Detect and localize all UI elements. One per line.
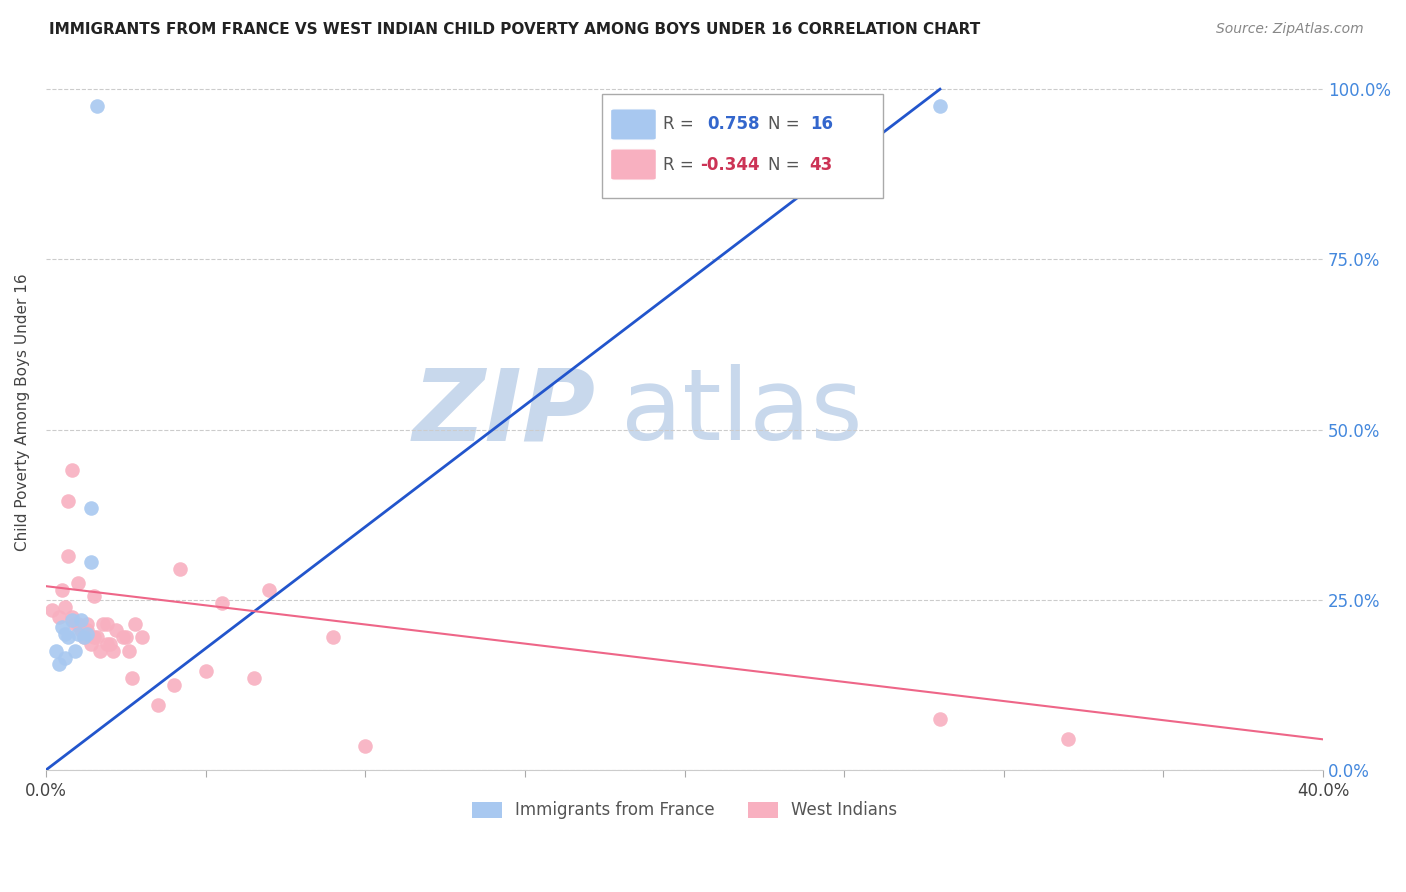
Point [146, 698, 169, 713]
Point [60, 609, 83, 624]
Point [124, 616, 146, 631]
Point [66, 575, 89, 590]
Text: 43: 43 [810, 155, 832, 174]
Point [121, 671, 143, 685]
Point [66, 616, 89, 631]
Point [111, 630, 134, 644]
Point [53, 627, 76, 641]
Y-axis label: Child Poverty Among Boys Under 16: Child Poverty Among Boys Under 16 [15, 274, 30, 551]
Point [929, 99, 952, 113]
Text: Source: ZipAtlas.com: Source: ZipAtlas.com [1216, 22, 1364, 37]
Text: N =: N = [768, 115, 804, 134]
Point [131, 630, 153, 644]
Point [73, 630, 96, 644]
Point [1056, 732, 1078, 747]
Point [48, 609, 70, 624]
Point [53, 599, 76, 614]
Text: R =: R = [662, 155, 699, 174]
FancyBboxPatch shape [610, 109, 657, 140]
Point [929, 712, 952, 726]
Point [114, 630, 136, 644]
Text: -0.344: -0.344 [700, 155, 759, 174]
Point [96, 616, 118, 631]
Text: ZIP: ZIP [412, 364, 595, 461]
Point [163, 678, 186, 692]
Point [63, 644, 86, 658]
Point [93, 616, 115, 631]
Text: 0.758: 0.758 [707, 115, 761, 134]
Point [51, 582, 73, 597]
Point [76, 627, 98, 641]
Point [58, 494, 80, 508]
Point [79, 637, 101, 651]
Text: atlas: atlas [620, 364, 862, 461]
Point [60, 463, 83, 477]
Point [86, 99, 108, 113]
Point [86, 630, 108, 644]
Point [70, 613, 93, 627]
Point [101, 644, 124, 658]
Point [242, 671, 264, 685]
Point [83, 590, 105, 604]
Point [79, 500, 101, 515]
Legend: Immigrants from France, West Indians: Immigrants from France, West Indians [465, 795, 904, 826]
Point [354, 739, 377, 754]
Point [169, 562, 191, 576]
Point [53, 650, 76, 665]
Point [194, 665, 217, 679]
Point [322, 630, 344, 644]
Point [118, 644, 141, 658]
Point [79, 555, 101, 569]
Point [76, 616, 98, 631]
FancyBboxPatch shape [602, 95, 883, 198]
Point [211, 596, 233, 610]
Point [105, 624, 128, 638]
Point [58, 630, 80, 644]
Point [60, 613, 83, 627]
Point [76, 624, 98, 638]
Point [41, 603, 63, 617]
Point [58, 549, 80, 563]
Text: 16: 16 [810, 115, 832, 134]
Point [96, 637, 118, 651]
Point [48, 657, 70, 672]
FancyBboxPatch shape [610, 149, 657, 180]
Point [45, 644, 67, 658]
Text: N =: N = [768, 155, 804, 174]
Text: IMMIGRANTS FROM FRANCE VS WEST INDIAN CHILD POVERTY AMONG BOYS UNDER 16 CORRELAT: IMMIGRANTS FROM FRANCE VS WEST INDIAN CH… [49, 22, 980, 37]
Point [51, 620, 73, 634]
Point [83, 630, 105, 644]
Point [259, 582, 281, 597]
Text: R =: R = [662, 115, 699, 134]
Point [89, 644, 111, 658]
Point [73, 630, 96, 644]
Point [63, 616, 86, 631]
Point [66, 627, 89, 641]
Point [70, 624, 93, 638]
Point [98, 637, 121, 651]
